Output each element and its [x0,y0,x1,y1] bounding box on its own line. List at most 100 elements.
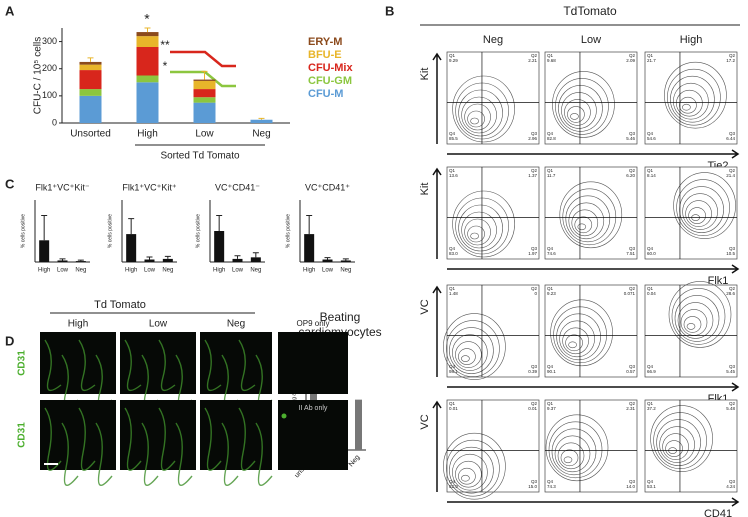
contour [458,467,476,485]
quadrant-value: 2.21 [528,58,537,63]
legend-entry: CFU-M [308,88,343,100]
quadrant-name: Q1 [547,401,554,406]
quadrant-value: 83.0 [449,251,458,256]
row-label: CD31 [17,350,28,376]
contour [458,204,503,252]
legend-entry: BFU-E [308,49,342,61]
quadrant-value: 7.51 [626,251,635,256]
vessel-stain [95,422,113,486]
chart-title: VC⁺CD41⁺ [305,182,350,192]
quadrant-value: 54.6 [647,136,656,141]
x-tick-label: High [137,129,158,140]
bar [232,258,243,262]
stain-dot [281,413,287,419]
contour [679,186,724,233]
quadrant-name: Q1 [547,53,554,58]
legend-entry: CFU-Mix [308,62,353,74]
contour [686,323,696,330]
contour [464,218,491,246]
quadrant-name: Q3 [531,246,538,251]
contour [458,89,503,137]
vessel-stain [44,407,62,471]
bar-segment [79,70,102,90]
quadrant-name: Q1 [449,286,456,291]
error-bar [258,117,265,120]
bar [144,259,155,262]
contour [671,288,726,345]
quadrant-name: Q3 [729,246,736,251]
y-axis-label: % cells positive [195,214,201,248]
contour [558,85,603,132]
contour [574,216,593,234]
error-bar [324,257,331,260]
axis-arrow [432,52,442,144]
contour [562,327,589,355]
x-tick-label: Unsorted [70,129,111,140]
contour [554,435,591,473]
flow-plot [644,284,738,378]
error-bar [164,255,171,259]
contour [673,82,709,120]
contour [461,474,470,482]
bar-segment [136,32,159,37]
contour [470,117,479,125]
error-bar [234,255,241,259]
quadrant-value: 74.6 [547,251,556,256]
quadrant-name: Q2 [531,53,538,58]
chart-title: VC⁺CD41⁻ [215,182,260,192]
quadrant-name: Q2 [531,286,538,291]
contour [455,341,482,368]
contour [452,75,515,143]
quadrant-name: Q3 [531,479,538,484]
axis-arrow [447,264,740,274]
bar [75,261,86,262]
x-tick-label: Neg [162,268,173,274]
contour [676,179,730,236]
contour [659,426,695,463]
quadrant-name: Q1 [547,168,554,173]
significance-line [170,70,236,88]
error-bar [59,258,66,261]
x-tick-label: High [125,268,137,274]
quadrant-value: 0.01 [528,406,537,411]
contour [452,453,488,491]
quadrant-name: Q4 [547,246,554,251]
flow-plot [644,399,738,493]
column-header: High [68,319,89,330]
quadrant-value: 17.2 [726,58,735,63]
quadrant-name: Q1 [647,286,654,291]
micrograph [40,400,116,470]
axis-arrow [432,167,442,259]
contour [679,96,697,114]
quadrant-value: 0.01 [449,406,458,411]
quadrant-value: 15.0 [528,484,537,489]
contour [676,89,703,117]
image-note: II Ab only [299,405,328,412]
contour [682,193,718,230]
y-axis-label: VC [419,299,431,314]
quadrant-value: 5.45 [726,369,735,374]
contour [674,295,720,342]
significance-line [170,50,236,68]
column-header: Neg [483,34,503,46]
contour [662,433,689,460]
y-axis-label: % cells positive [285,214,291,248]
legend-entry: ERY-M [308,36,342,48]
bar-segment [193,80,216,90]
contour [564,99,591,126]
contour [556,313,601,361]
quadrant-name: Q2 [629,286,636,291]
quadrant-value: 37.2 [647,406,656,411]
quadrant-value: 82.8 [547,136,556,141]
quadrant-name: Q4 [547,479,554,484]
axis-arrow [432,285,442,377]
column-header: Neg [227,319,245,330]
quadrant-name: Q3 [531,364,538,369]
bar-segment [193,97,216,103]
quadrant-name: Q3 [629,479,636,484]
contour [577,223,587,231]
vessel-stain [238,339,256,392]
x-tick-label: Neg [252,129,270,140]
bar-segment [193,89,216,98]
contour [446,439,500,497]
